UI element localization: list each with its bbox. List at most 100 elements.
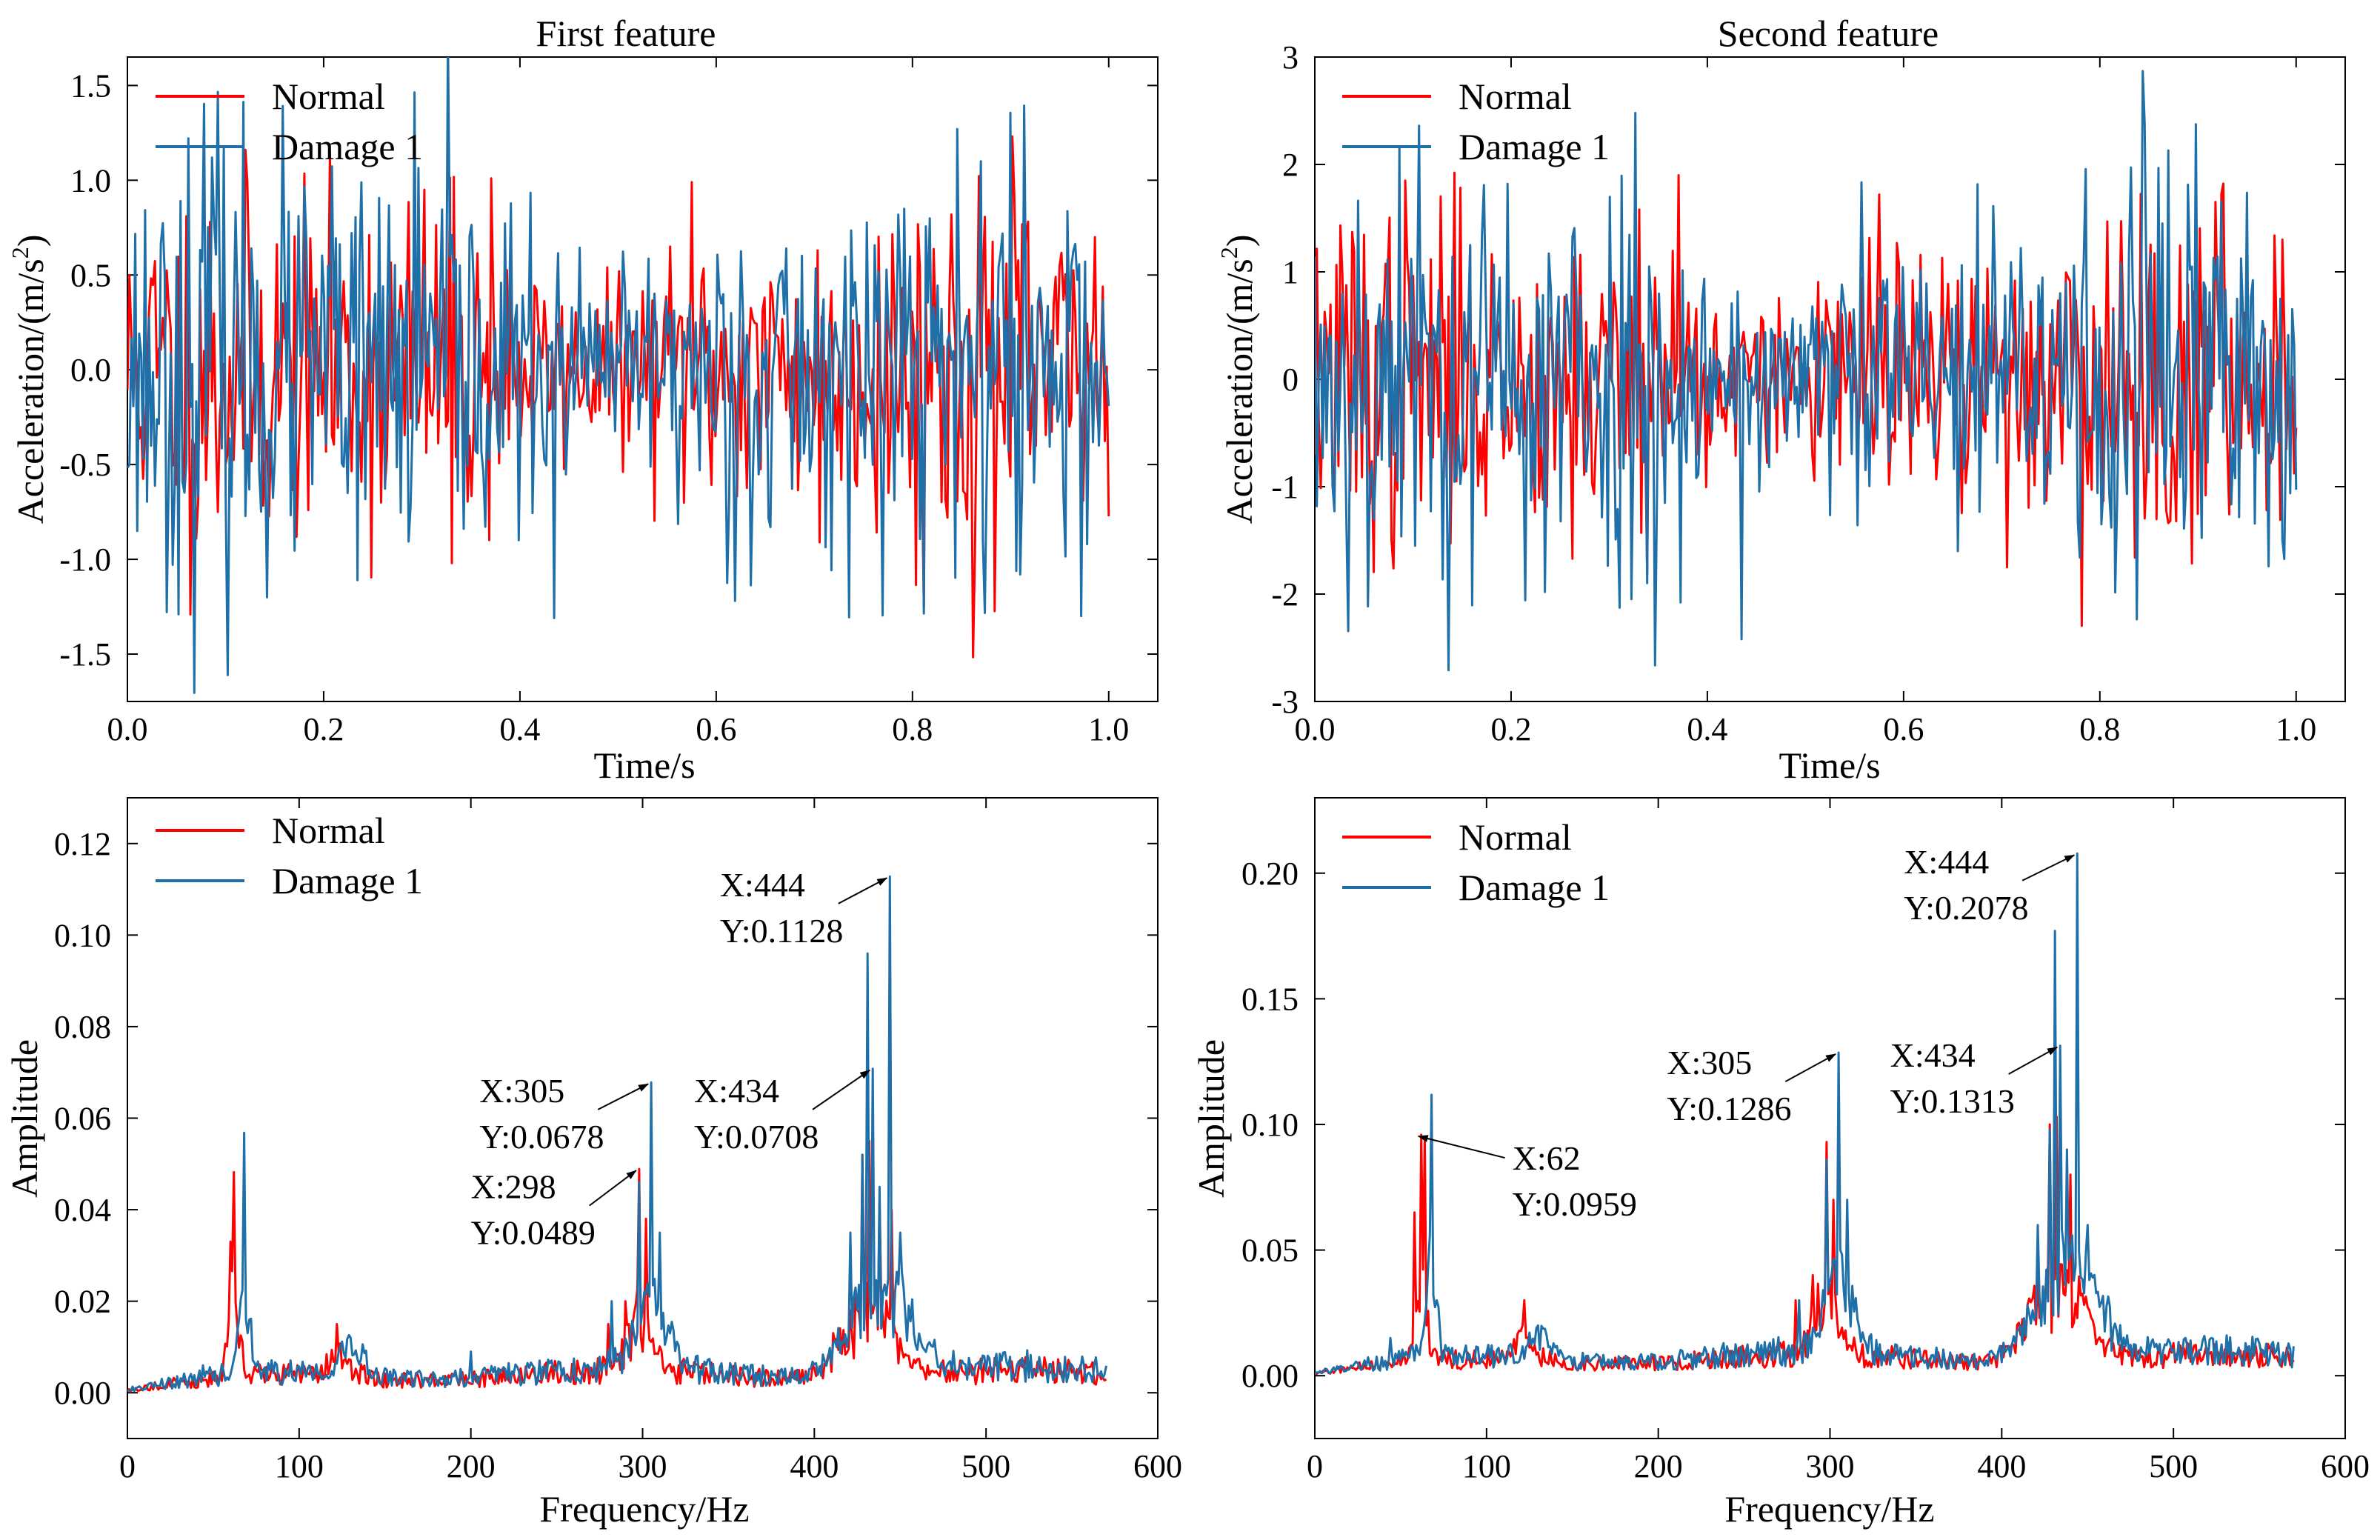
annotation-text: Y:0.1313 (1890, 1082, 2015, 1120)
y-tick-label: -1 (1271, 469, 1299, 505)
y-tick-label: -1.0 (59, 541, 111, 578)
panel-title: Second feature (1718, 13, 1939, 54)
y-tick-label: 0.02 (54, 1284, 111, 1320)
y-tick-label: 0.15 (1241, 981, 1299, 1017)
y-tick-label: 0.04 (54, 1192, 111, 1228)
y-tick-label: 2 (1282, 147, 1299, 183)
x-axis-label: Frequency/Hz (539, 1488, 749, 1530)
annotation-text: X:444 (1904, 843, 1989, 881)
x-tick-label: 600 (2321, 1448, 2370, 1484)
y-tick-label: 0 (1282, 361, 1299, 398)
annotation-layer: X:444 Y:0.1128 X:434 Y:0.0708 X:305 Y:0.0678 X… (471, 866, 888, 1252)
y-tick-label: 0.12 (54, 826, 111, 862)
legend-label-damage: Damage 1 (1459, 867, 1610, 908)
x-tick-label: 400 (1977, 1448, 2026, 1484)
tick-layer: 0.0 0.2 0.4 0.6 0.8 1.0 -1.5 -1.0 -0.5 0.0 0.5 1.0 1… (59, 57, 1158, 747)
legend: Normal Damage 1 (156, 810, 423, 901)
x-tick-label: 0.6 (1883, 711, 1924, 747)
legend-label-normal: Normal (1459, 76, 1572, 117)
y-tick-label: 0.05 (1241, 1233, 1299, 1269)
x-tick-label: 0.4 (1687, 711, 1727, 747)
annotation-text: Y:0.2078 (1904, 889, 2028, 927)
annotation-arrow (1784, 1053, 1836, 1083)
x-tick-label: 100 (1462, 1448, 1511, 1484)
series-line-normal (127, 135, 1110, 659)
y-tick-label: 1.5 (70, 67, 111, 104)
y-tick-label: 0.06 (54, 1101, 111, 1137)
x-axis-label: Frequency/Hz (1724, 1488, 1934, 1530)
y-tick-label: 0.00 (54, 1375, 111, 1411)
y-tick-label: -3 (1271, 684, 1299, 720)
annotation-arrow (2021, 854, 2076, 881)
y-tick-label: 0.10 (54, 917, 111, 953)
panel-first-feature-time: First feature 0.0 0.2 0.4 0.6 0.8 1.0 -1.5 -1.0… (7, 13, 1159, 786)
series-line-damage-1 (127, 57, 1110, 694)
y-tick-label: -2 (1271, 576, 1299, 613)
annotation-text: Y:0.0678 (479, 1118, 604, 1156)
legend-label-damage: Damage 1 (1459, 126, 1610, 167)
panel-second-feature-time: Second feature 0.0 0.2 0.4 0.6 0.8 1.0-3-2-10… (1216, 13, 2346, 786)
annotation-arrow (589, 1170, 637, 1207)
series-layer (127, 875, 1107, 1393)
legend-label-damage: Damage 1 (272, 860, 423, 901)
legend-label-damage: Damage 1 (272, 126, 423, 167)
y-axis-label: Amplitude (1190, 1039, 1232, 1198)
legend: Normal Damage 1 (1342, 816, 1610, 908)
series-line-damage-1 (127, 875, 1107, 1393)
annotation-arrow (2008, 1046, 2059, 1075)
annotation-layer: X:444 Y:0.2078 X:434 Y:0.1313 X:305 Y:0.1286 X… (1417, 843, 2076, 1223)
tick-layer: 0 100 200 300 400 500 600 0.00 0.02 0.04 0.06 0.08 0… (54, 798, 1182, 1484)
y-tick-label: 0.08 (54, 1009, 111, 1045)
annotation-arrow (1417, 1135, 1505, 1159)
series-line-damage-1 (1315, 70, 2298, 672)
panel-second-feature-spectrum: 0 100 200 300 400 500 6000.000.050.100.150.20 … (1190, 797, 2370, 1530)
y-tick-label: 3 (1282, 39, 1299, 76)
tick-layer: 0.0 0.2 0.4 0.6 0.8 1.0 -3 -2 -1 0 1 2 3 (1271, 39, 2345, 747)
x-tick-label: 0.0 (107, 711, 148, 747)
x-tick-label: 200 (447, 1448, 496, 1484)
y-tick-label: -1.5 (59, 636, 111, 673)
x-tick-label: 0 (1307, 1448, 1323, 1484)
legend: Normal Damage 1 (1342, 76, 1610, 167)
annotation-text: X:305 (1667, 1044, 1752, 1081)
y-tick-label: 1 (1282, 254, 1299, 290)
x-tick-label: 400 (790, 1448, 839, 1484)
y-axis-label: Acceleration/(m/s2) (1216, 235, 1260, 524)
x-axis-label: Time/s (593, 744, 695, 786)
x-tick-label: 300 (1806, 1448, 1855, 1484)
annotation-text: X:434 (694, 1072, 779, 1110)
legend-label-normal: Normal (272, 76, 385, 117)
annotation-arrow (597, 1083, 649, 1110)
annotation-text: Y:0.1286 (1667, 1090, 1791, 1127)
x-tick-label: 1.0 (2276, 711, 2316, 747)
y-tick-label: 1.0 (70, 162, 111, 199)
y-tick-label: -0.5 (59, 447, 111, 483)
x-tick-label: 500 (961, 1448, 1010, 1484)
x-tick-label: 300 (619, 1448, 667, 1484)
x-tick-label: 0.4 (499, 711, 540, 747)
y-axis-label: Acceleration/(m/s2) (7, 235, 51, 524)
y-tick-label: 0.5 (70, 257, 111, 293)
x-tick-label: 0.2 (303, 711, 344, 747)
annotation-arrow (838, 877, 888, 904)
annotation-text: X:298 (471, 1168, 556, 1206)
annotation-text: Y:0.0959 (1513, 1185, 1637, 1223)
x-tick-label: 100 (275, 1448, 324, 1484)
x-tick-label: 200 (1634, 1448, 1683, 1484)
x-tick-label: 0.8 (2079, 711, 2120, 747)
tick-layer: 0 100 200 300 400 500 600 0.00 0.05 0.10 0.15 0.20 (1241, 798, 2370, 1484)
x-tick-label: 0.6 (696, 711, 736, 747)
annotation-text: Y:0.0708 (694, 1118, 819, 1156)
y-tick-label: 0.10 (1241, 1107, 1299, 1143)
annotation-text: X:434 (1890, 1036, 1976, 1074)
series-line-damage-1 (1315, 852, 2295, 1375)
legend-label-normal: Normal (1459, 816, 1572, 858)
annotation-text: X:62 (1513, 1139, 1581, 1177)
annotation-text: Y:0.0489 (471, 1214, 596, 1252)
annotation-arrow (812, 1069, 870, 1110)
series-layer (1315, 70, 2298, 672)
x-tick-label: 0 (119, 1448, 136, 1484)
panel-first-feature-spectrum: 0 100 200 300 400 500 600 0.00 0.02 0.04 0.06 0.08 0… (4, 797, 1182, 1530)
x-tick-label: 1.0 (1088, 711, 1129, 747)
